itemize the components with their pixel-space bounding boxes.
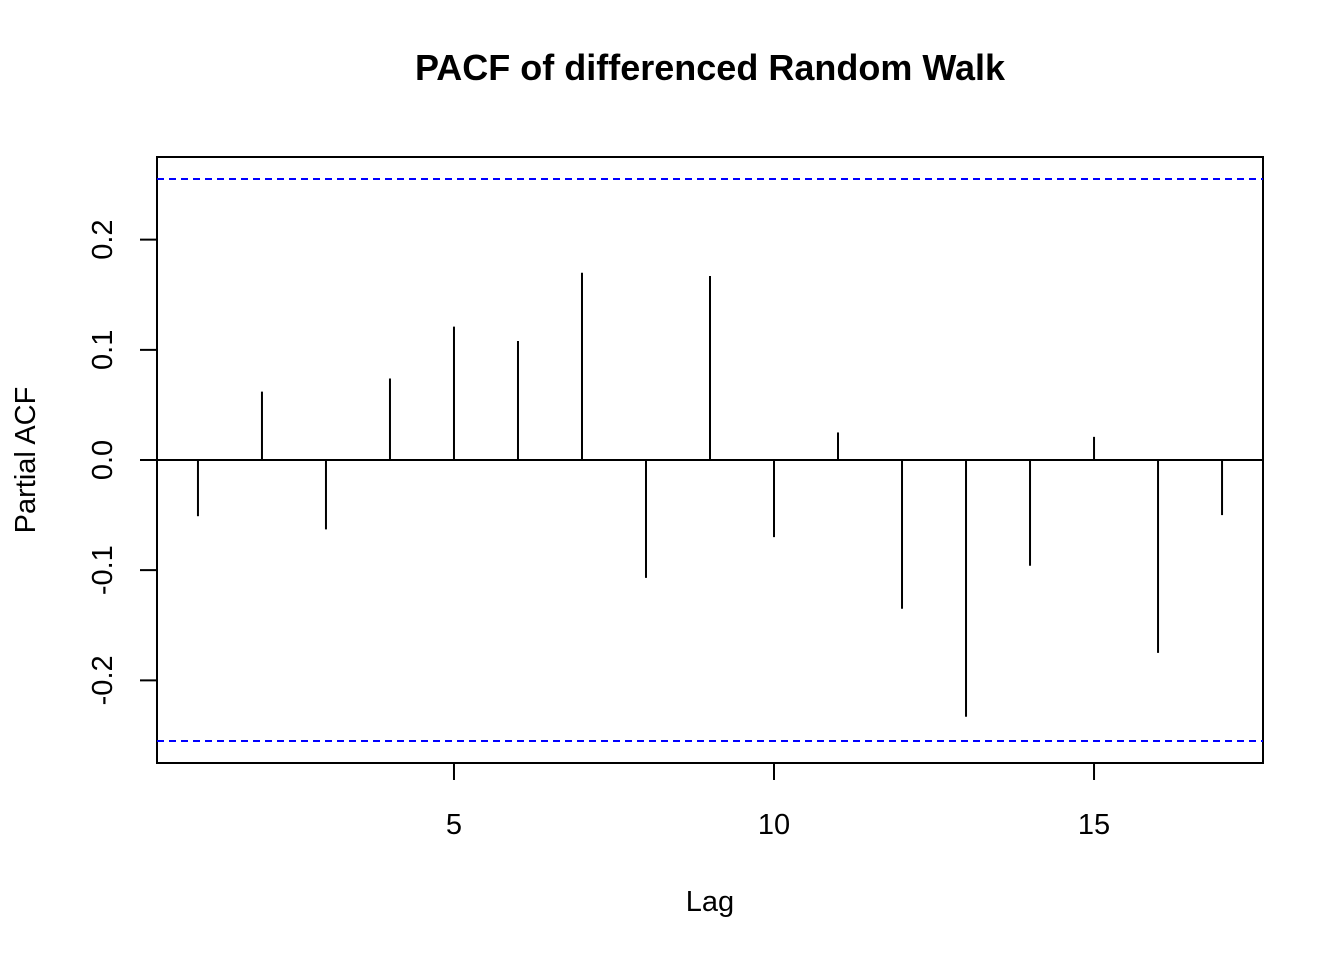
chart-title: PACF of differenced Random Walk xyxy=(415,47,1006,88)
x-axis-label: Lag xyxy=(686,886,734,918)
y-tick-label: 0.2 xyxy=(87,219,119,259)
y-axis-label: Partial ACF xyxy=(10,387,42,534)
plot-area: 5 10 15 -0.2 -0.1 0.0 0.1 0.2 xyxy=(87,156,1264,841)
y-tick-label: -0.1 xyxy=(87,545,119,595)
x-tick-label: 5 xyxy=(446,809,462,841)
y-tick-label: 0.0 xyxy=(87,440,119,480)
x-tick-label: 15 xyxy=(1078,809,1110,841)
x-tick-label: 10 xyxy=(758,809,790,841)
y-tick-label: 0.1 xyxy=(87,330,119,370)
y-tick-label: -0.2 xyxy=(87,655,119,705)
